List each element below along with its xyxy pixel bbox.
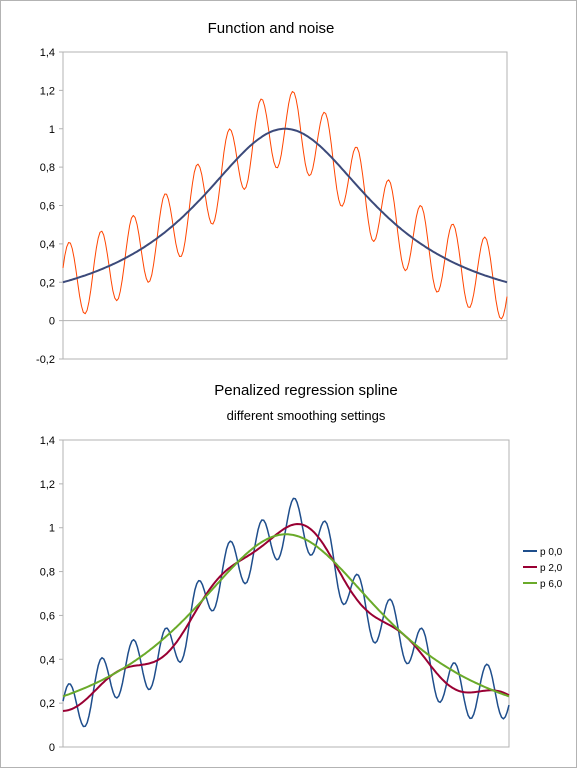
chart2-ytick-label: 0,2 — [40, 698, 55, 710]
chart2-ytick-label: 1 — [49, 523, 55, 535]
chart1-series-line — [62, 91, 508, 320]
chart1-ytick-label: 0,8 — [40, 162, 55, 174]
chart2-series-line — [62, 523, 510, 712]
legend-label: p 6,0 — [540, 579, 563, 590]
chart1-ytick-label: 0,6 — [40, 201, 55, 213]
chart1-ytick-label: 0,4 — [40, 239, 55, 251]
chart1-ytick-label: 1,2 — [40, 85, 55, 97]
chart2-ytick-label: 0,4 — [40, 654, 55, 666]
chart-penalized-spline: Penalized regression spline different sm… — [40, 382, 563, 754]
chart2-ytick-label: 0,6 — [40, 610, 55, 622]
chart1-ytick-label: 1,4 — [40, 47, 55, 59]
chart1-ytick-label: 0 — [49, 316, 55, 328]
chart1-ytick-label: 1 — [49, 124, 55, 136]
chart-function-and-noise: Function and noise -0,2 0 0,2 0,4 0,6 0,8 1 1,2… — [36, 20, 508, 366]
chart1-plot-area — [62, 51, 508, 360]
chart1-title: Function and noise — [208, 20, 335, 37]
chart2-title: Penalized regression spline — [214, 382, 397, 399]
chart2-series-line — [62, 497, 510, 728]
chart1-ytick-label: -0,2 — [36, 354, 55, 366]
chart2-plot-area — [62, 439, 510, 748]
chart2-ytick-label: 1,4 — [40, 435, 55, 447]
chart2-ytick-label: 0,8 — [40, 567, 55, 579]
legend-label: p 0,0 — [540, 547, 563, 558]
chart1-ytick-label: 0,2 — [40, 277, 55, 289]
chart2-legend: p 0,0 p 2,0 p 6,0 — [523, 547, 563, 590]
chart2-series-line — [62, 533, 510, 698]
chart2-subtitle: different smoothing settings — [227, 408, 386, 423]
chart1-series-line — [62, 127, 508, 284]
chart2-ytick-label: 1,2 — [40, 479, 55, 491]
chart2-ytick-label: 0 — [49, 742, 55, 754]
legend-label: p 2,0 — [540, 563, 563, 574]
